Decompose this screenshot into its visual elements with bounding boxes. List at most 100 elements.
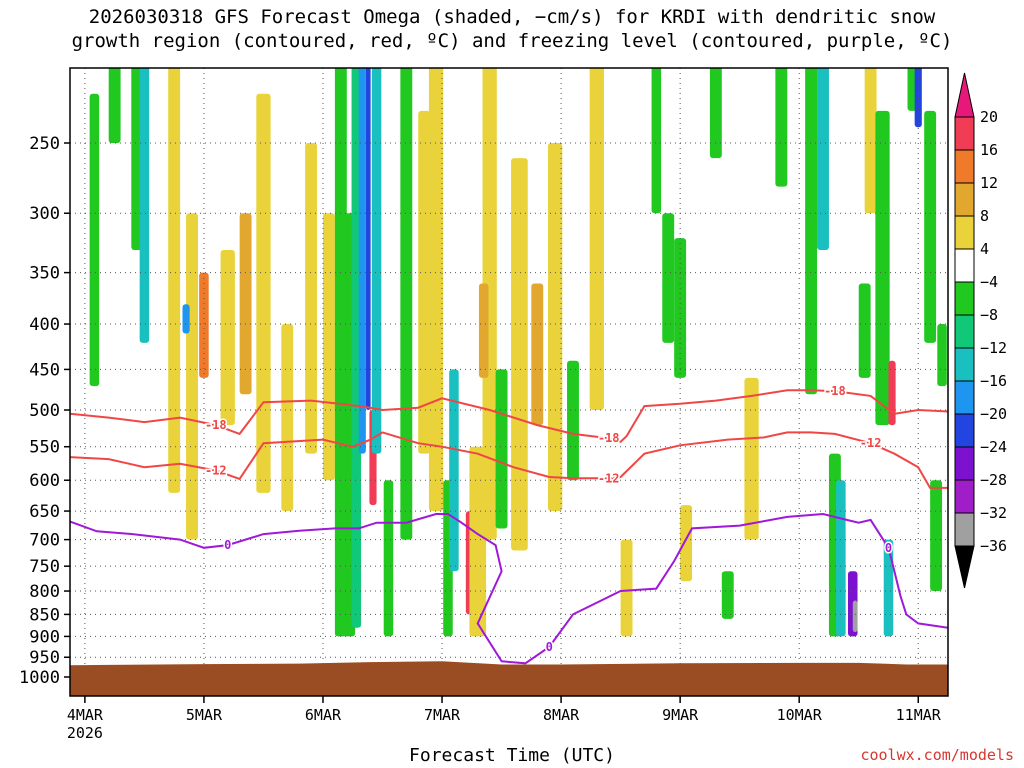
omega-shade-cell [924, 110, 937, 343]
omega-shade-cell [418, 110, 431, 454]
omega-shade-cell [449, 369, 459, 572]
y-tick-label: 400 [29, 315, 60, 335]
omega-shade-cell [89, 93, 100, 387]
omega-shade-cell [358, 68, 366, 454]
colorbar-swatch [954, 182, 975, 217]
omega-shade-cell [400, 68, 413, 540]
colorbar-label: 12 [980, 174, 998, 192]
omega-shade-cell [674, 238, 687, 378]
contour-label: 0 [546, 640, 553, 654]
terrain-fill [70, 661, 948, 696]
omega-shade-cell [775, 68, 788, 187]
y-tick-label: 500 [29, 401, 60, 421]
omega-shade-cell [478, 283, 489, 378]
contour-layer: -18 -18 -18 -12 -12 -12 0 0 0 [70, 383, 948, 665]
colorbar-label: −20 [980, 405, 1007, 423]
colorbar-label: −24 [980, 438, 1007, 456]
y-tick-label: 250 [29, 134, 60, 154]
chart-title-line-2: growth region (contoured, red, ºC) and f… [71, 30, 953, 52]
y-tick-label: 800 [29, 582, 60, 602]
colorbar-swatch [954, 347, 975, 382]
omega-shade-cell [256, 93, 271, 493]
omega-shade-cell [182, 304, 190, 334]
omega-shade-cell [662, 213, 675, 343]
x-year-label: 2026 [67, 724, 103, 742]
y-tick-label: 950 [29, 648, 60, 668]
omega-shade-cell [914, 68, 922, 128]
colorbar-label: −8 [980, 306, 998, 324]
y-tick-label: 300 [29, 204, 60, 224]
omega-shade-cell [305, 143, 318, 454]
y-tick-label: 850 [29, 605, 60, 625]
omega-shade-cell [589, 68, 604, 410]
colorbar-swatch [954, 314, 975, 349]
x-tick-label: 9MAR [662, 706, 699, 724]
omega-shade-cell [937, 324, 947, 387]
contour-label: -12 [598, 471, 620, 485]
x-tick-label: 11MAR [896, 706, 942, 724]
omega-shade-cell [239, 213, 252, 395]
colorbar-label: 16 [980, 141, 998, 159]
colorbar-swatch [954, 281, 975, 316]
omega-shade-cell [351, 68, 362, 628]
omega-shade-cell [567, 360, 579, 481]
y-axis: 2503003504004505005506006507007508008509… [19, 134, 70, 688]
colorbar-swatch [954, 446, 975, 481]
omega-shade-cell [383, 480, 394, 637]
omega-shade-cell [108, 68, 121, 143]
y-tick-label: 700 [29, 531, 60, 551]
omega-shade-cell [139, 68, 150, 343]
omega-shade-cell [371, 68, 382, 454]
x-axis-title: Forecast Time (UTC) [409, 745, 615, 766]
x-tick-label: 7MAR [424, 706, 461, 724]
omega-shade-cell [875, 110, 890, 426]
omega-shade-cell [805, 68, 818, 395]
colorbar-swatch [954, 380, 975, 415]
omega-shade-cell [651, 68, 662, 214]
omega-shade-cell [281, 324, 294, 512]
omega-shade-cell [186, 213, 198, 540]
colorbar-label: −36 [980, 537, 1007, 555]
x-axis: 4MAR 5MAR 6MAR 7MAR 8MAR 9MAR 10MAR 11MAR 2026 [67, 696, 942, 742]
colorbar: 20 16 12 8 4 −4 −8 −12 −16 −20 −24 −28 −32 −36 [954, 72, 1007, 589]
colorbar-top-arrow [954, 72, 975, 118]
omega-shade-cell [817, 68, 829, 250]
colorbar-swatch [954, 479, 975, 514]
colorbar-label: −4 [980, 273, 998, 291]
omega-shade-cell [620, 539, 633, 637]
omega-shade-cell [531, 283, 544, 426]
omega-shade-cell [883, 539, 894, 637]
x-tick-label: 4MAR [67, 706, 104, 724]
y-tick-label: 600 [29, 471, 60, 491]
contour-label: -12 [860, 436, 882, 450]
omega-shade-cell [199, 272, 209, 378]
omega-shade-cell [365, 68, 371, 410]
colorbar-swatch [954, 149, 975, 184]
colorbar-label: −32 [980, 504, 1007, 522]
credit-text: coolwx.com/models [860, 746, 1014, 764]
colorbar-label: −28 [980, 471, 1007, 489]
colorbar-bottom-arrow [954, 545, 975, 589]
colorbar-label: −16 [980, 372, 1007, 390]
plot-frame [69, 67, 949, 697]
colorbar-swatch [954, 512, 975, 547]
colorbar-swatch [954, 413, 975, 448]
omega-shade-cell [220, 249, 235, 426]
contour-line [70, 512, 948, 665]
chart-title-line-1: 2026030318 GFS Forecast Omega (shaded, −… [88, 6, 936, 28]
omega-shade-cell [547, 143, 563, 512]
omega-shade-cell [930, 480, 943, 592]
contour-label: -18 [598, 431, 620, 445]
omega-shading-layer [89, 68, 947, 637]
omega-shade-cell [852, 600, 858, 633]
omega-shade-cell [836, 480, 846, 637]
omega-shade-cell [709, 68, 722, 159]
colorbar-label: 8 [980, 207, 989, 225]
omega-shade-cell [495, 369, 508, 529]
contour-label: -12 [205, 463, 227, 477]
colorbar-swatch [954, 215, 975, 250]
colorbar-label: 4 [980, 240, 989, 258]
contour-label: -18 [205, 418, 227, 432]
y-tick-label: 750 [29, 557, 60, 577]
y-tick-label: 900 [29, 627, 60, 647]
